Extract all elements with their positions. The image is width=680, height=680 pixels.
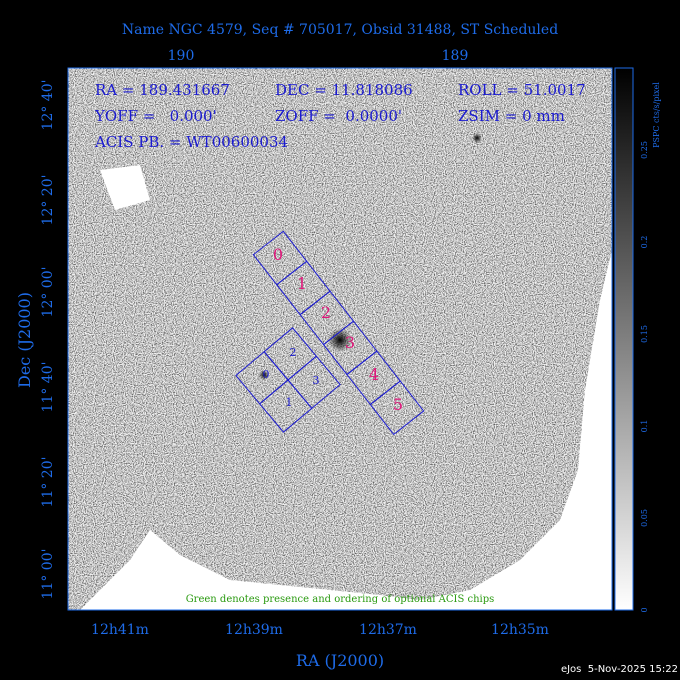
chip-label: 3 [313, 374, 320, 387]
left-tick: 12° 40' [40, 80, 56, 131]
left-tick: 12° 20' [40, 175, 56, 226]
s-array [252, 230, 425, 436]
colorbar-title: PSPC cts/s/pixel [652, 82, 661, 148]
colorbar-tick: 0.05 [640, 509, 649, 527]
info: YOFF = 0.000' [94, 107, 217, 125]
chip-label: 5 [393, 395, 403, 414]
bottom-tick: 12h35m [491, 622, 549, 638]
info: RA = 189.431667 [95, 81, 230, 99]
i-array [235, 327, 341, 433]
colorbar-tick: 0 [640, 607, 649, 612]
top-tick: 190 [168, 48, 195, 64]
colorbar-tick: 0.2 [640, 236, 649, 249]
left-tick: 11° 40' [40, 362, 56, 413]
info: ZSIM = 0 mm [458, 107, 565, 125]
note: Green denotes presence and ordering of o… [186, 594, 495, 605]
colorbar-tick: 0.15 [640, 325, 649, 343]
y-label: Dec (J2000) [15, 292, 34, 388]
chip-label: 2 [321, 303, 331, 322]
colorbar-tick: 0.25 [640, 141, 649, 159]
title: Name NGC 4579, Seq # 705017, Obsid 31488… [122, 22, 558, 38]
info: ZOFF = 0.0000' [275, 107, 402, 125]
chip-label: 3 [345, 333, 355, 352]
top-tick: 189 [442, 48, 469, 64]
bottom-tick: 12h37m [359, 622, 417, 638]
left-tick: 12° 00' [40, 267, 56, 318]
info: ACIS PB. = WT00600034 [94, 133, 288, 151]
colorbar [614, 67, 634, 611]
image [68, 68, 612, 610]
left-tick: 11° 20' [40, 457, 56, 508]
info: DEC = 11.818086 [275, 81, 413, 99]
chip-label: 0 [273, 245, 283, 264]
frame [67, 67, 613, 611]
bottom-tick: 12h41m [91, 622, 149, 638]
left-tick: 11° 00' [40, 549, 56, 600]
chip-label: 0 [263, 368, 270, 381]
chip-label: 1 [297, 274, 307, 293]
info: ROLL = 51.0017 [458, 81, 586, 99]
footer: eJos 5-Nov-2025 15:22 [561, 664, 678, 675]
chip-label: 4 [369, 365, 379, 384]
chip-label: 2 [290, 346, 297, 359]
colorbar-tick: 0.1 [640, 420, 649, 433]
x-label: RA (J2000) [296, 651, 384, 670]
chip-label: 1 [286, 396, 293, 409]
bottom-tick: 12h39m [225, 622, 283, 638]
